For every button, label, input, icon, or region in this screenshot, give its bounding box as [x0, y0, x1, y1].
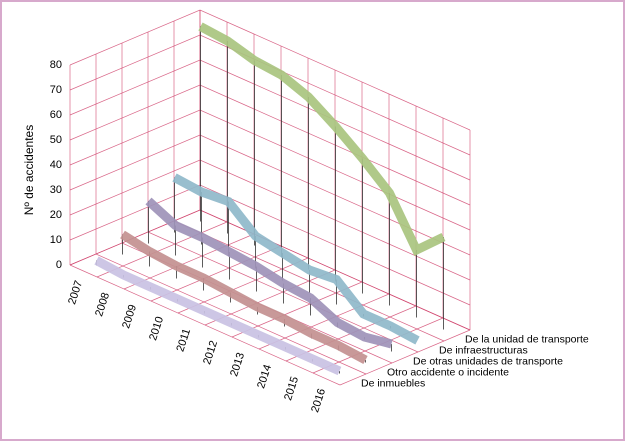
- floor-line: [150, 245, 282, 302]
- series-label: De infraestructuras: [439, 344, 528, 356]
- y-tick-label: 50: [50, 134, 62, 146]
- y-tick-label: 70: [50, 84, 62, 96]
- series-label: De la unidad de transporte: [465, 333, 589, 345]
- series-label: De otras unidades de transporte: [413, 355, 563, 367]
- floor-line: [204, 269, 336, 326]
- floor-line: [177, 257, 309, 314]
- y-tick-label: 60: [50, 109, 62, 121]
- series-label: Otro accidente o incidente: [387, 366, 509, 378]
- y-tick-label: 20: [50, 209, 62, 221]
- y-tick-label: 30: [50, 184, 62, 196]
- series-ribbon: [120, 230, 368, 364]
- y-axis-label: Nº de accidentes: [22, 125, 36, 215]
- y-tick-label: 0: [56, 259, 62, 271]
- series-label: De inmuebles: [361, 377, 425, 389]
- y-tick-label: 40: [50, 159, 62, 171]
- series-ribbon: [94, 256, 342, 376]
- floor-line: [258, 293, 390, 350]
- series-ribbon: [198, 22, 446, 257]
- y-tick-label: 10: [50, 234, 62, 246]
- series-ribbon: [172, 173, 420, 345]
- floor-line: [123, 233, 255, 290]
- floor-line: [339, 329, 471, 386]
- y-tick-label: 80: [50, 59, 62, 71]
- series-ribbon: [145, 197, 393, 349]
- floor-line: [312, 317, 444, 374]
